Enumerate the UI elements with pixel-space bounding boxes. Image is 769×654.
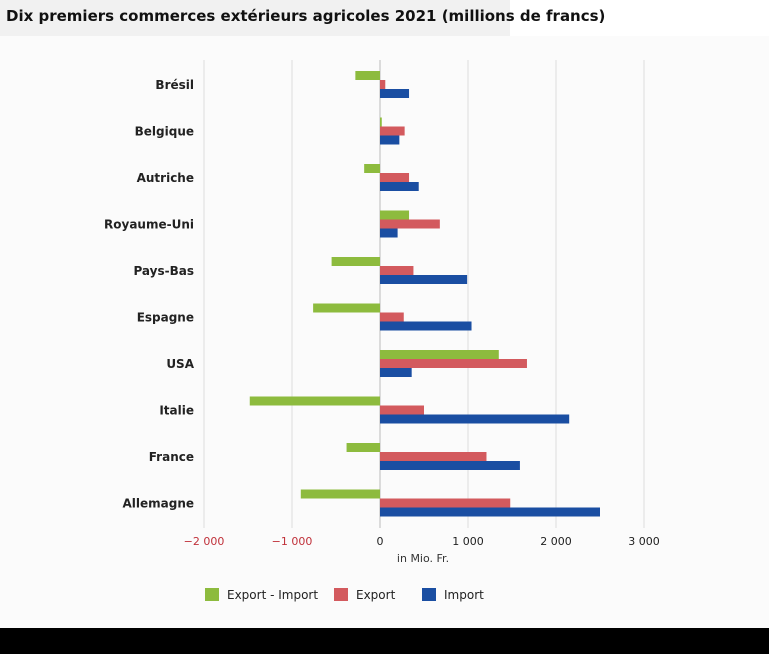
bar	[380, 498, 511, 508]
x-axis-ticks: −2 000 −1 000 0 1 000 2 000 3 000	[184, 535, 660, 548]
bar	[380, 275, 468, 284]
x-tick-label: −1 000	[272, 535, 313, 548]
bars	[249, 71, 600, 517]
legend: Export - Import Export Import	[205, 588, 484, 602]
legend-label: Import	[444, 588, 484, 602]
chart-title: Dix premiers commerces extérieurs agrico…	[6, 7, 606, 25]
category-label: Pays-Bas	[133, 264, 194, 278]
category-label: Italie	[159, 404, 194, 418]
category-label: Royaume-Uni	[104, 218, 194, 232]
bar	[380, 350, 499, 359]
category-label: Belgique	[135, 125, 194, 139]
category-label: France	[149, 450, 194, 464]
bar	[380, 359, 527, 368]
bar	[380, 507, 600, 517]
category-label: Allemagne	[122, 497, 194, 511]
bar	[380, 210, 410, 220]
bar	[380, 368, 412, 377]
bar	[380, 135, 400, 145]
bar	[346, 443, 380, 452]
x-tick-label: 1 000	[452, 535, 484, 548]
bar	[380, 219, 440, 229]
x-tick-label: 2 000	[540, 535, 572, 548]
bar	[380, 89, 410, 98]
category-label: Brésil	[155, 78, 194, 92]
category-labels: Brésil Belgique Autriche Royaume-Uni Pays-Ba…	[104, 78, 195, 511]
legend-label: Export	[356, 588, 396, 602]
x-tick-label: 3 000	[628, 535, 660, 548]
legend-label: Export - Import	[227, 588, 318, 602]
bar	[380, 321, 472, 331]
category-label: USA	[166, 357, 194, 371]
bar	[380, 405, 424, 415]
bar	[380, 117, 382, 127]
legend-swatch	[334, 588, 348, 601]
bar	[380, 182, 419, 191]
x-tick-label: −2 000	[184, 535, 225, 548]
bar	[380, 452, 487, 461]
title-bar: Dix premiers commerces extérieurs agrico…	[0, 0, 605, 36]
bar	[380, 228, 398, 238]
category-label: Autriche	[137, 171, 194, 185]
legend-swatch	[422, 588, 436, 601]
x-axis-label: in Mio. Fr.	[397, 552, 449, 565]
bar	[364, 164, 380, 173]
bar	[380, 312, 404, 322]
category-label: Espagne	[137, 311, 194, 325]
bar	[300, 489, 380, 499]
bar	[380, 266, 414, 275]
x-tick-label: 0	[377, 535, 384, 548]
legend-swatch	[205, 588, 219, 601]
bar	[380, 414, 570, 424]
bar	[380, 461, 520, 470]
bar	[313, 303, 380, 313]
bar	[249, 396, 380, 406]
bar	[380, 173, 410, 182]
bar	[355, 71, 380, 80]
bottom-bar	[0, 628, 769, 654]
bar	[380, 126, 405, 136]
bar	[331, 257, 380, 266]
bar	[380, 80, 386, 89]
